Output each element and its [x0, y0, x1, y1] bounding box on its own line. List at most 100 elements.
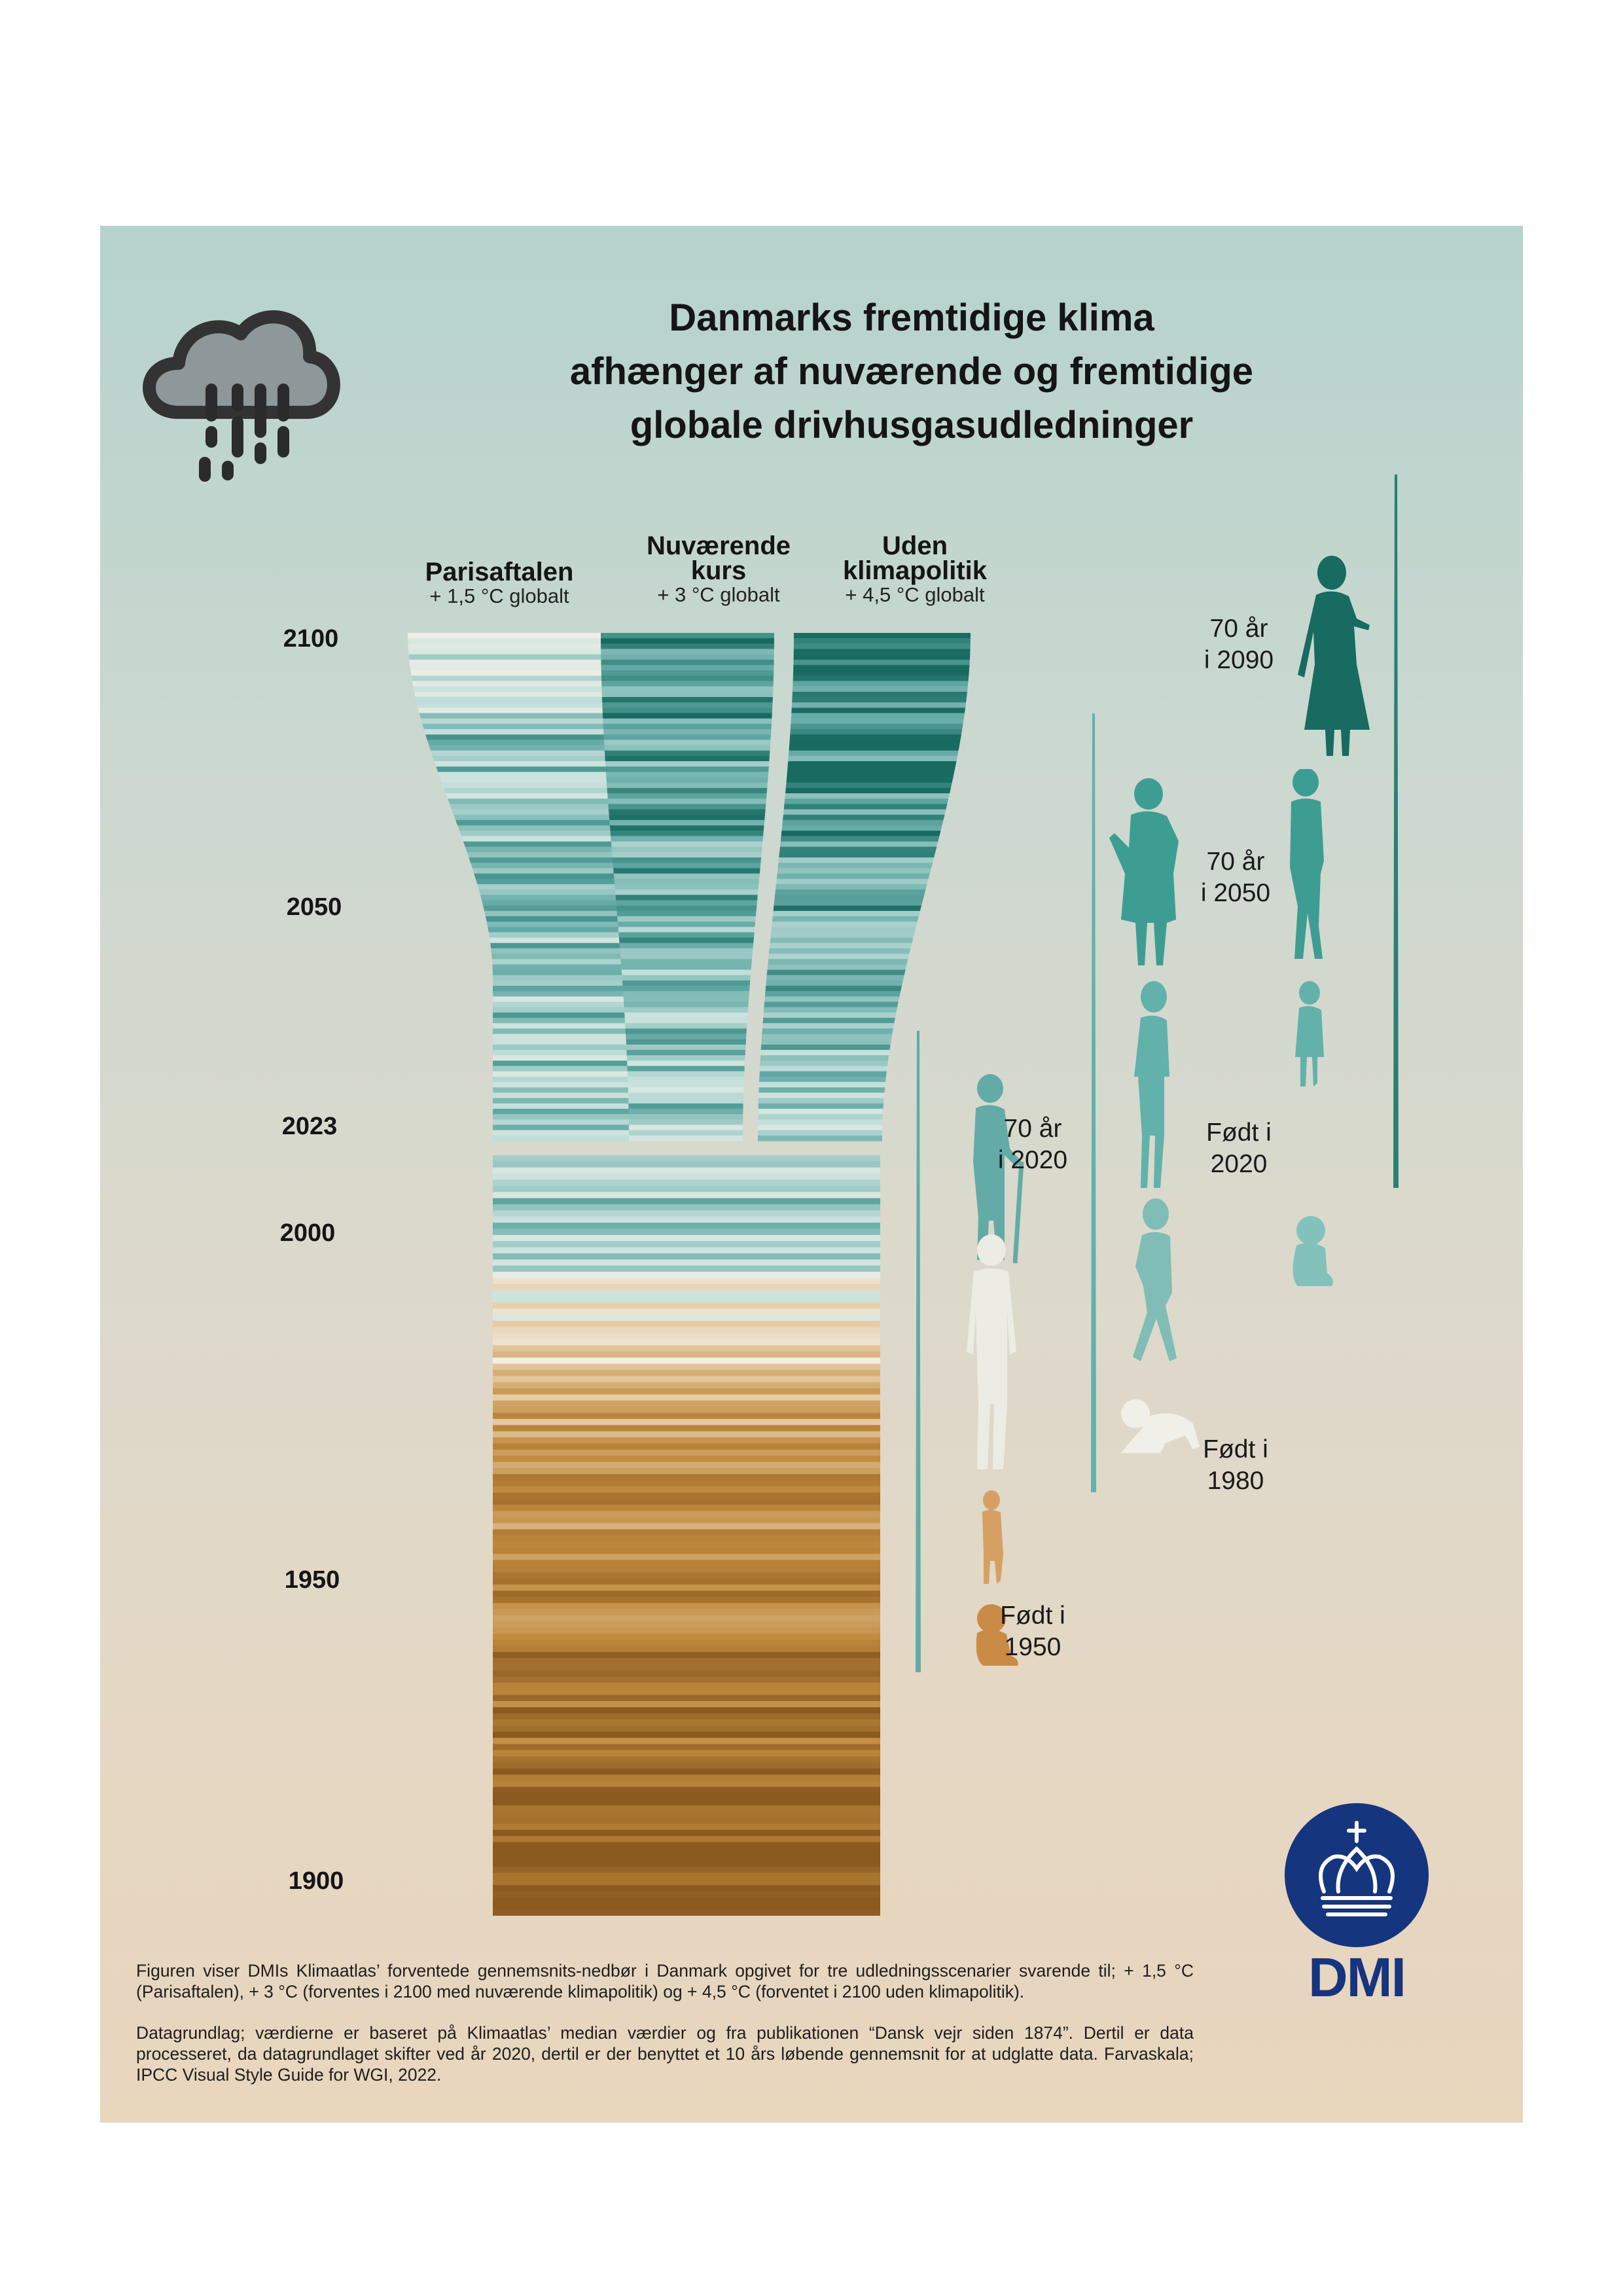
- stripe-uden-klimapolitik: [781, 825, 942, 831]
- stripe-parisaftalen: [493, 1103, 638, 1109]
- stripe-historical: [493, 1596, 880, 1604]
- stripe-nuvaerende-kurs: [611, 841, 763, 848]
- stripe-parisaftalen: [446, 793, 620, 799]
- stripe-nuvaerende-kurs: [614, 878, 760, 885]
- stripe-historical: [493, 1805, 880, 1812]
- year-label-1900: 1900: [288, 1867, 344, 1895]
- stripe-parisaftalen: [482, 900, 634, 906]
- baby-crawling-icon: [1121, 1399, 1200, 1453]
- stripe-parisaftalen: [477, 884, 633, 890]
- stripe-historical: [493, 1860, 880, 1867]
- stripe-nuvaerende-kurs: [616, 905, 757, 912]
- stripe-parisaftalen: [429, 745, 613, 751]
- stripe-nuvaerende-kurs: [626, 1055, 745, 1062]
- stripe-uden-klimapolitik: [771, 927, 916, 933]
- stripe-parisaftalen: [493, 1082, 638, 1088]
- stripe-historical: [493, 1321, 880, 1327]
- label-line: Født i: [1203, 1435, 1268, 1463]
- stripe-historical: [493, 1658, 880, 1665]
- stripe-uden-klimapolitik: [758, 1092, 885, 1099]
- stripe-historical: [493, 1247, 880, 1254]
- stripe-historical: [493, 1462, 880, 1469]
- stripe-uden-klimapolitik: [766, 980, 903, 986]
- stripe-nuvaerende-kurs: [601, 665, 774, 671]
- crown-icon: [1319, 1821, 1395, 1916]
- stripe-nuvaerende-kurs: [607, 787, 768, 794]
- stripe-uden-klimapolitik: [793, 670, 969, 676]
- stripe-uden-klimapolitik: [766, 969, 906, 976]
- stripe-uden-klimapolitik: [768, 948, 911, 954]
- generation-2020-silhouettes: [1298, 556, 1370, 756]
- stripe-uden-klimapolitik: [762, 1018, 895, 1024]
- stripe-nuvaerende-kurs: [613, 868, 760, 874]
- elderly-woman-icon: [1109, 778, 1179, 965]
- stripe-nuvaerende-kurs: [628, 1124, 743, 1131]
- stripe-uden-klimapolitik: [758, 1124, 883, 1131]
- stripe-historical: [493, 1848, 880, 1855]
- stripe-historical: [493, 1167, 880, 1174]
- child-icon: [982, 1490, 1003, 1584]
- stripe-nuvaerende-kurs: [622, 980, 751, 986]
- stripe-parisaftalen: [493, 986, 638, 992]
- stripe-parisaftalen: [493, 1055, 638, 1062]
- year-label-2023: 2023: [281, 1113, 338, 1140]
- stripe-historical: [493, 1713, 880, 1720]
- stripe-parisaftalen: [491, 948, 638, 954]
- stripe-parisaftalen: [490, 942, 637, 949]
- stripe-parisaftalen: [493, 1044, 638, 1050]
- stripe-parisaftalen: [492, 964, 638, 971]
- stripe-parisaftalen: [412, 681, 605, 687]
- stripe-parisaftalen: [467, 852, 628, 858]
- stripe-parisaftalen: [493, 1114, 638, 1120]
- footnote-description: Figuren viser DMIs Klimaatlas’ forvented…: [136, 1961, 1194, 2001]
- stripe-nuvaerende-kurs: [615, 889, 758, 895]
- stripe-uden-klimapolitik: [776, 878, 929, 885]
- lifeline-1950: [916, 1031, 921, 1672]
- stripe-nuvaerende-kurs: [617, 916, 756, 922]
- label-line: i 2050: [1200, 879, 1271, 907]
- stripe-nuvaerende-kurs: [602, 713, 772, 719]
- stripe-uden-klimapolitik: [764, 991, 901, 997]
- stripe-uden-klimapolitik: [758, 1103, 884, 1109]
- stripe-parisaftalen: [493, 1050, 638, 1056]
- generation-1950-silhouettes: [967, 1074, 1024, 1666]
- stripe-parisaftalen: [410, 665, 604, 671]
- stripe-historical: [493, 1836, 880, 1843]
- stripe-historical: [493, 1664, 880, 1671]
- stripe-uden-klimapolitik: [785, 787, 951, 794]
- stripe-nuvaerende-kurs: [601, 670, 774, 676]
- stripe-nuvaerende-kurs: [605, 755, 770, 762]
- stripe-nuvaerende-kurs: [605, 772, 769, 778]
- stripe-uden-klimapolitik: [772, 910, 920, 917]
- stripe-historical: [493, 1198, 880, 1205]
- stripe-historical: [493, 1878, 880, 1886]
- stripe-uden-klimapolitik: [759, 1071, 887, 1077]
- stripe-nuvaerende-kurs: [612, 857, 762, 863]
- stripe-nuvaerende-kurs: [628, 1114, 743, 1120]
- stripe-historical: [493, 1431, 880, 1438]
- stripe-uden-klimapolitik: [792, 697, 967, 703]
- label-born-1950: Født i 1950: [990, 1600, 1075, 1663]
- stripe-parisaftalen: [411, 675, 605, 682]
- stripe-uden-klimapolitik: [793, 681, 969, 687]
- stripe-uden-klimapolitik: [787, 766, 955, 772]
- stripe-nuvaerende-kurs: [621, 964, 752, 971]
- stripe-historical: [493, 1535, 880, 1542]
- stripe-historical: [493, 1498, 880, 1505]
- stripe-parisaftalen: [450, 804, 621, 810]
- stripe-nuvaerende-kurs: [609, 819, 765, 826]
- stripe-parisaftalen: [427, 740, 612, 746]
- stripe-nuvaerende-kurs: [601, 633, 774, 639]
- stripe-historical: [493, 1308, 880, 1316]
- stripe-nuvaerende-kurs: [611, 846, 762, 853]
- generation-1980-silhouettes: [1109, 769, 1333, 1453]
- stripe-historical: [493, 1210, 880, 1217]
- label-70-in-2050: 70 år i 2050: [1193, 846, 1278, 909]
- stripe-historical: [493, 1529, 880, 1536]
- stripe-parisaftalen: [483, 905, 635, 912]
- label-line: 70 år: [1209, 615, 1268, 643]
- stripe-nuvaerende-kurs: [628, 1076, 745, 1083]
- stripe-uden-klimapolitik: [761, 1033, 893, 1040]
- stripe-parisaftalen: [408, 643, 603, 650]
- stripe-historical: [493, 1541, 880, 1549]
